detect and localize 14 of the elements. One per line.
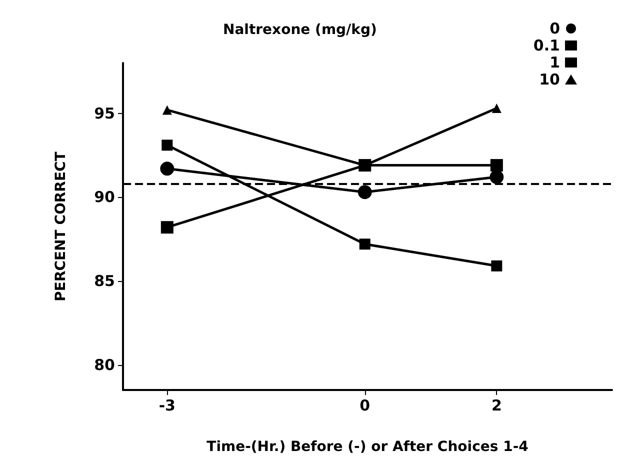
x-tick-label: 2 bbox=[491, 396, 502, 414]
y-tick-label: 90 bbox=[94, 188, 115, 206]
legend-label: 0.1 bbox=[533, 36, 560, 54]
legend-label: 0 bbox=[550, 20, 560, 38]
y-tick-label: 80 bbox=[94, 356, 115, 374]
legend-label: 1 bbox=[550, 54, 560, 72]
x-axis-title: Time-(Hr.) Before (-) or After Choices 1-4 bbox=[206, 439, 529, 455]
x-tick-label: 0 bbox=[360, 396, 370, 414]
x-tick-label: -3 bbox=[158, 396, 176, 414]
y-axis-title: PERCENT CORRECT bbox=[53, 151, 69, 302]
y-tick-label: 85 bbox=[94, 272, 115, 290]
y-tick-label: 95 bbox=[94, 104, 115, 122]
legend-title: Naltrexone (mg/kg) bbox=[223, 22, 377, 38]
legend-label: 10 bbox=[539, 70, 560, 88]
